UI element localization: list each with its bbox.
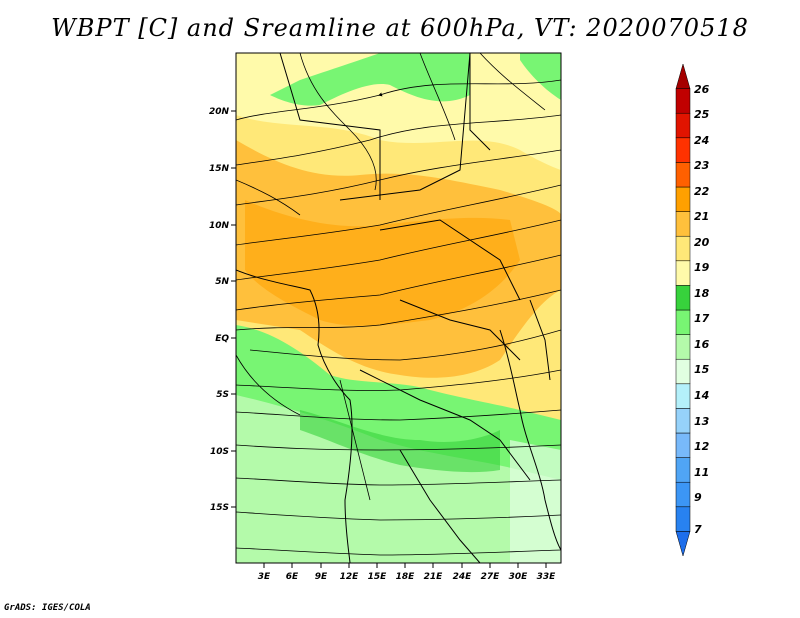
colorbar-segment	[675, 531, 691, 557]
colorbar-label: 20	[694, 236, 710, 249]
colorbar-label: 14	[694, 389, 709, 402]
colorbar-label: 11	[694, 466, 709, 479]
colorbar-segment	[675, 235, 691, 262]
colorbar-label: 25	[694, 108, 710, 121]
y-tick-label: 20N	[209, 107, 230, 117]
field-17-north	[270, 53, 470, 106]
x-tick-label: 30E	[509, 572, 529, 582]
x-tick-label: 9E	[315, 572, 328, 582]
colorbar-segment	[675, 112, 691, 139]
field-18-band	[300, 410, 500, 473]
y-axis: 20N 15N 10N 5N EQ 5S 10S 15S	[209, 107, 236, 513]
x-tick-label: 24E	[453, 572, 473, 582]
x-tick-label: 12E	[340, 572, 360, 582]
colorbar-segment	[675, 88, 691, 114]
colorbar-label: 22	[694, 185, 710, 198]
colorbar-segment	[675, 481, 691, 508]
field-16-band	[236, 395, 561, 563]
colorbar-segment	[675, 334, 691, 360]
colorbar-label: 23	[694, 159, 710, 172]
colorbar-segment	[675, 137, 691, 163]
colorbar-label: 7	[694, 523, 702, 536]
x-tick-label: 18E	[396, 572, 416, 582]
colorbar-segment	[675, 186, 691, 212]
colorbar: 26 25 24 23 22 21 20 19 18 17 16 15 14 1…	[675, 63, 710, 557]
colorbar-label: 9	[694, 491, 702, 504]
field-22-band	[245, 200, 520, 326]
colorbar-label: 18	[694, 287, 710, 300]
colorbar-label: 13	[694, 415, 710, 428]
colorbar-segment	[675, 309, 691, 335]
y-tick-label: 10N	[209, 221, 230, 231]
colorbar-segment	[675, 260, 691, 286]
y-tick-label: 5S	[216, 390, 229, 400]
y-tick-label: 10S	[210, 447, 229, 457]
colorbar-segment	[675, 408, 691, 434]
colorbar-label: 12	[694, 440, 710, 453]
country-borders	[236, 53, 561, 563]
x-tick-label: 21E	[424, 572, 444, 582]
chart-title: WBPT [C] and Sreamline at 600hPa, VT: 20…	[51, 14, 749, 42]
x-tick-label: 33E	[537, 572, 557, 582]
x-tick-label: 27E	[481, 572, 501, 582]
map-frame	[235, 52, 562, 564]
field-17-northeast	[520, 53, 561, 100]
y-tick-label: 15N	[209, 164, 230, 174]
colorbar-label: 21	[694, 210, 709, 223]
colorbar-segment	[675, 358, 691, 385]
colorbar-segment	[675, 63, 691, 89]
x-tick-label: 6E	[286, 572, 299, 582]
colorbar-segment	[675, 285, 691, 311]
grads-credit: GrADS: IGES/COLA	[4, 603, 91, 613]
colorbar-label: 26	[694, 83, 710, 96]
x-axis: 3E 6E 9E 12E 15E 18E 21E 24E 27E 30E 33E	[258, 563, 556, 582]
colorbar-segments	[675, 63, 691, 557]
y-tick-label: 15S	[210, 503, 229, 513]
colorbar-segment	[675, 383, 691, 409]
y-tick-label: EQ	[215, 334, 229, 344]
streamlines	[236, 53, 561, 556]
map-panel	[236, 53, 561, 563]
colorbar-segment	[675, 162, 691, 188]
x-tick-label: 3E	[258, 572, 271, 582]
colorbar-segment	[675, 211, 691, 237]
colorbar-label: 15	[694, 363, 710, 376]
colorbar-segment	[675, 457, 691, 483]
x-tick-label: 15E	[368, 572, 388, 582]
colorbar-segment	[675, 506, 691, 532]
colorbar-label: 19	[694, 261, 710, 274]
colorbar-label: 17	[694, 312, 710, 325]
y-tick-label: 5N	[215, 277, 229, 287]
colorbar-label: 16	[694, 338, 710, 351]
colorbar-segment	[675, 432, 691, 458]
field-15-band	[510, 440, 561, 563]
colorbar-label: 24	[694, 134, 709, 147]
